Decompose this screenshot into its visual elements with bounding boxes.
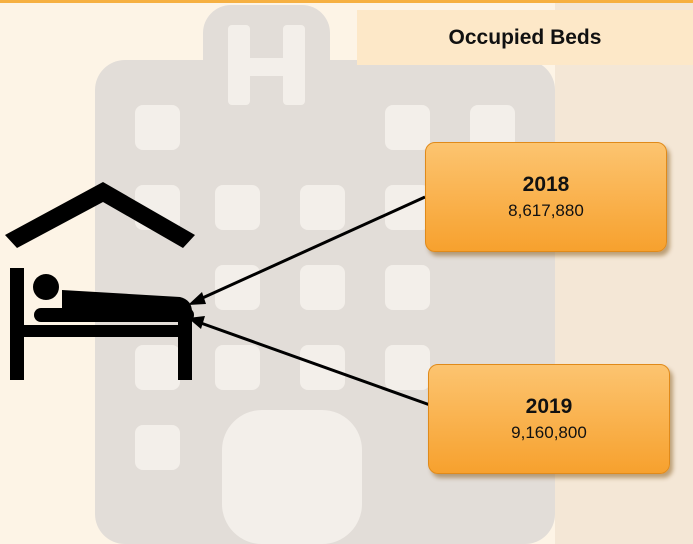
stat-box: 2018 8,617,880 bbox=[425, 142, 667, 252]
value: 8,617,880 bbox=[508, 201, 584, 221]
year: 2018 bbox=[523, 173, 570, 197]
value: 9,160,800 bbox=[511, 423, 587, 443]
title: Occupied Beds bbox=[357, 10, 693, 65]
stat-box: 2019 9,160,800 bbox=[428, 364, 670, 474]
infographic: Occupied Beds 2018 8,617,880 2019 9,160,… bbox=[0, 0, 693, 544]
year: 2019 bbox=[526, 395, 573, 419]
